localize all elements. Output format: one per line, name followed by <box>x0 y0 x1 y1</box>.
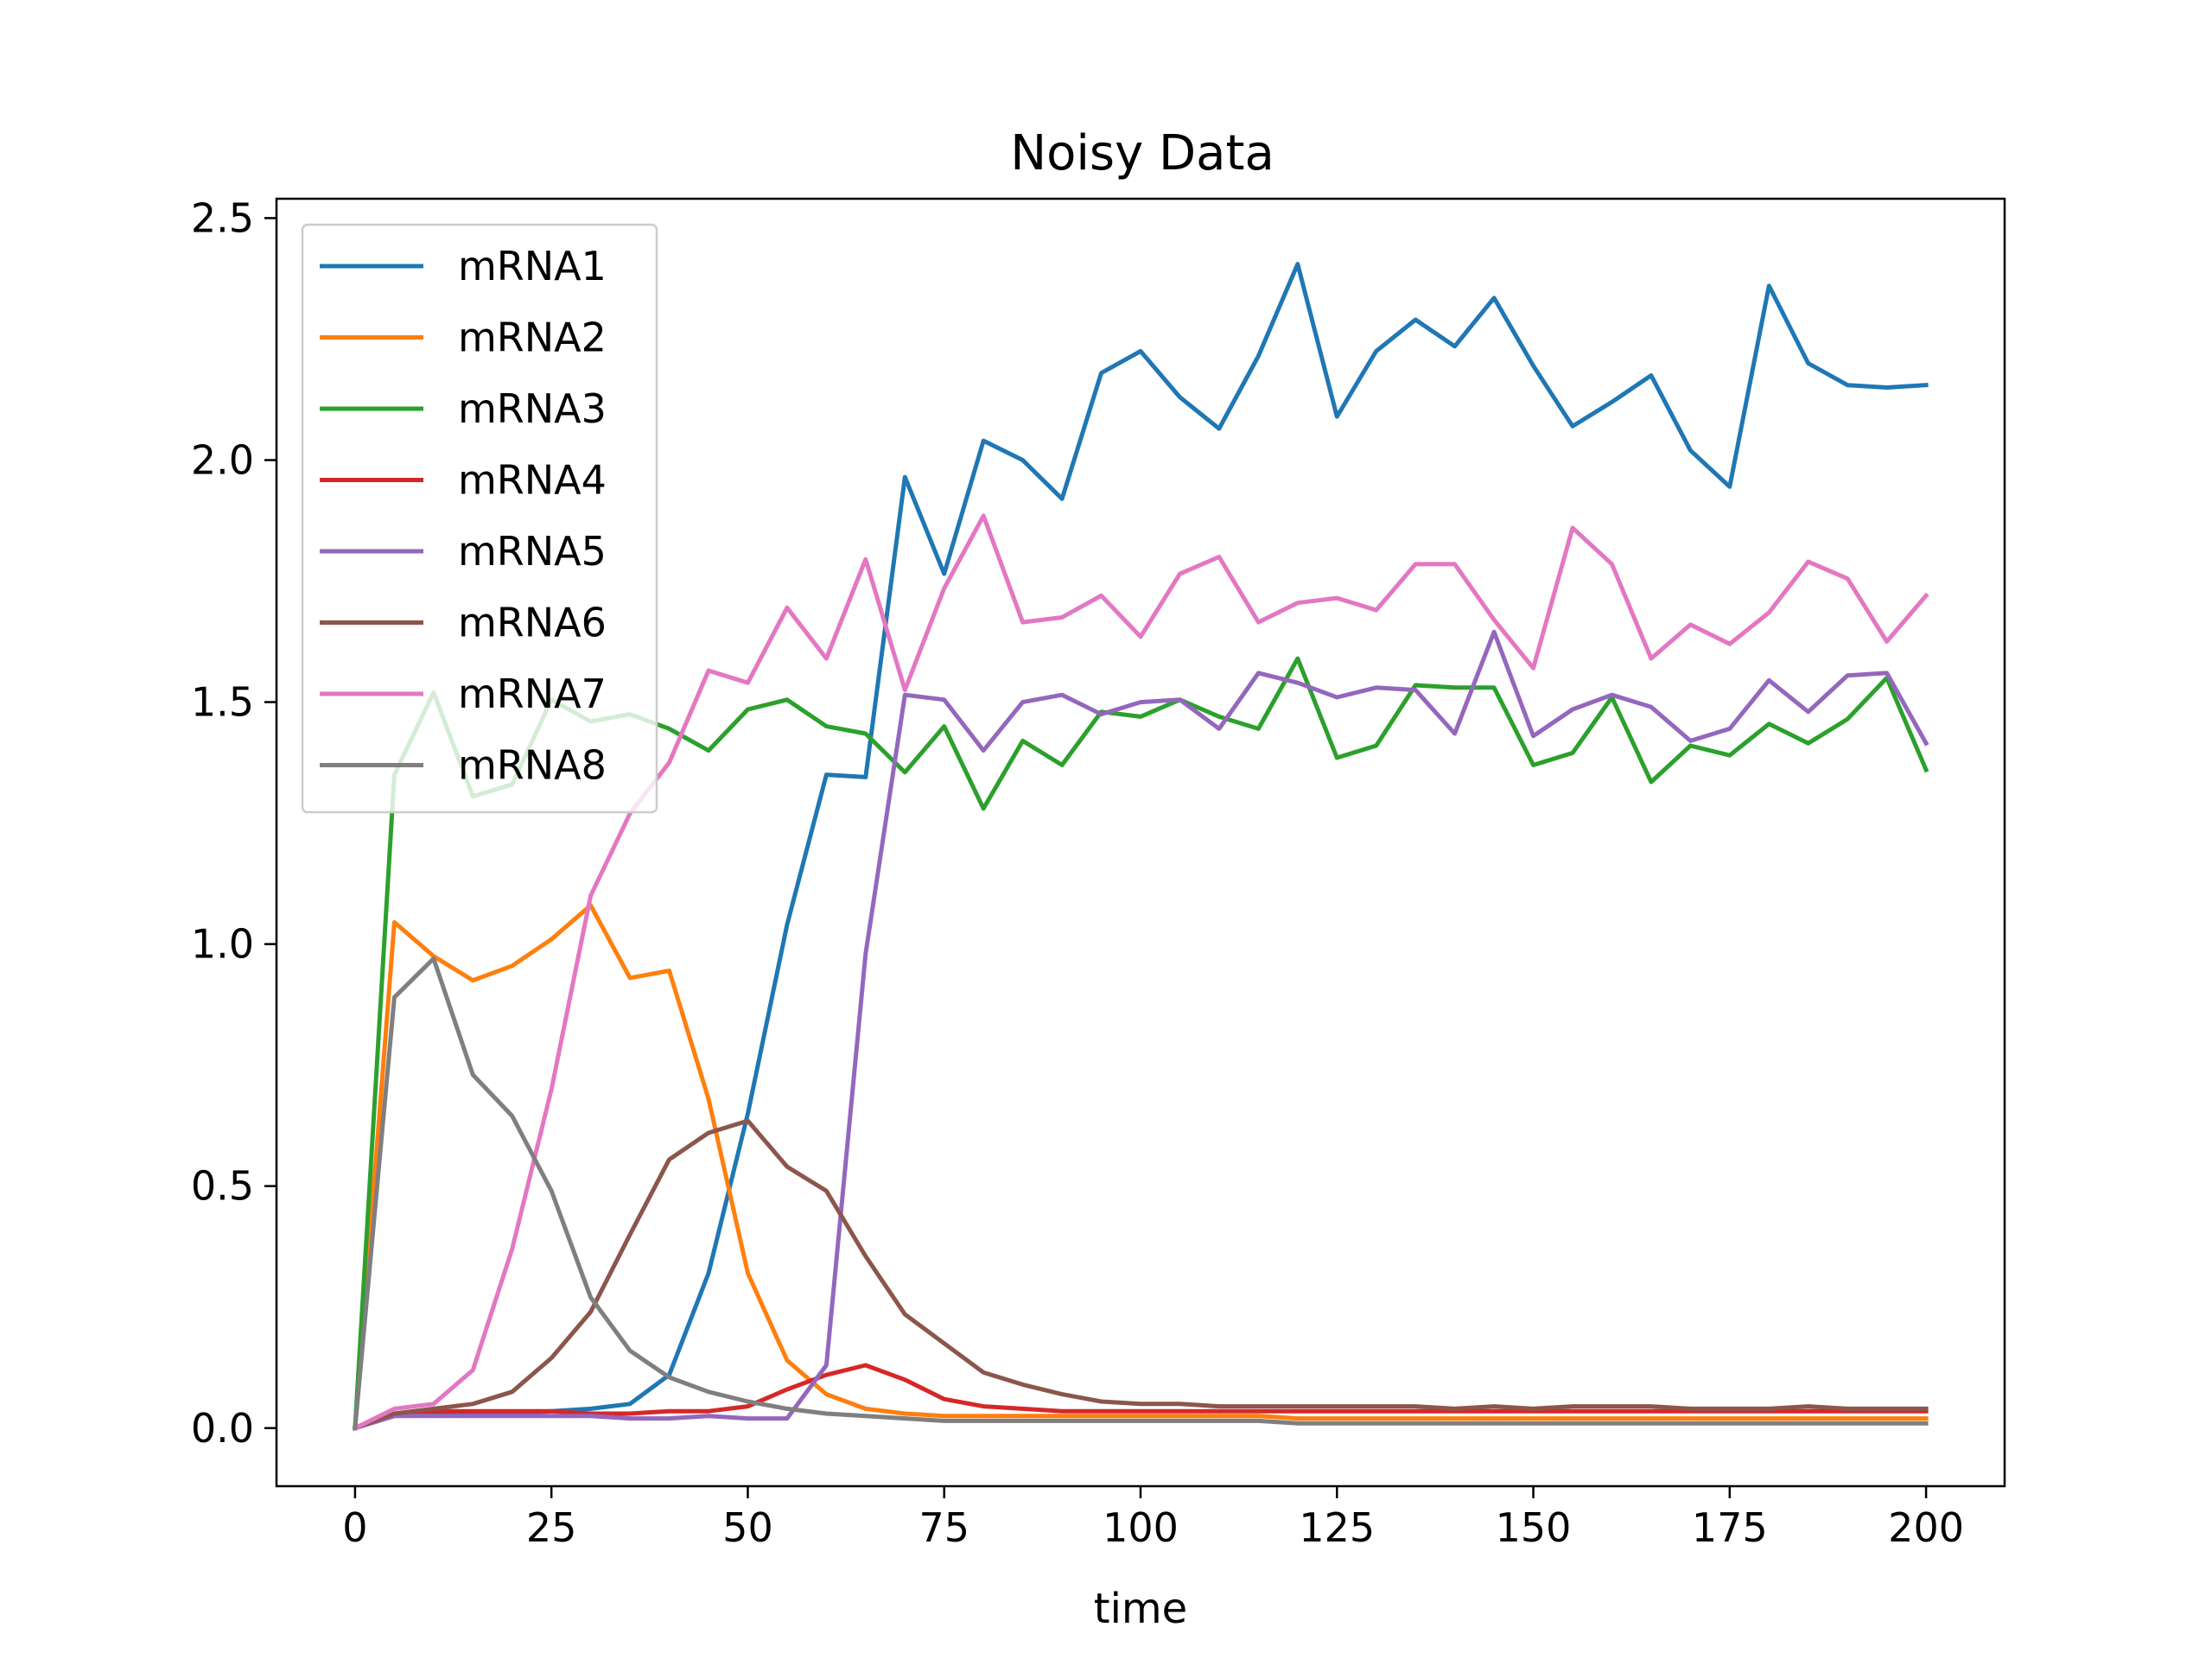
legend-box <box>301 223 658 814</box>
legend-label-mRNA5: mRNA5 <box>458 528 607 575</box>
legend-label-mRNA1: mRNA1 <box>458 243 607 289</box>
x-tick-label: 50 <box>722 1504 773 1551</box>
x-axis-label: time <box>1094 1585 1187 1633</box>
x-tick-label: 200 <box>1888 1504 1964 1551</box>
x-axis-ticks: 0 25 50 75 100 125 150 175 200 <box>342 1486 1964 1551</box>
x-tick-label: 125 <box>1299 1504 1375 1551</box>
legend-label-mRNA7: mRNA7 <box>458 671 607 717</box>
series-line-mRNA8 <box>353 956 1929 1431</box>
series-line-mRNA6 <box>352 1118 1929 1432</box>
y-axis-ticks: 0.0 0.5 1.0 1.5 2.0 2.5 <box>191 194 276 1452</box>
series-line-mRNA7 <box>352 513 1929 1432</box>
x-tick-label: 175 <box>1692 1504 1768 1551</box>
y-tick-label: 1.0 <box>191 921 254 968</box>
y-tick-label: 0.5 <box>191 1163 254 1210</box>
series-line-mRNA1 <box>352 262 1929 1432</box>
series-line-mRNA4 <box>352 1363 1929 1432</box>
legend: mRNA1 mRNA2 mRNA3 mRNA4 mRNA5 mRNA6 mRNA7 mRNA8 <box>301 223 658 814</box>
y-tick-label: 0.0 <box>191 1405 254 1452</box>
y-tick-label: 2.5 <box>191 194 254 241</box>
series-line-mRNA2 <box>353 903 1929 1431</box>
chart-title: Noisy Data <box>1010 125 1274 181</box>
x-tick-label: 150 <box>1496 1504 1572 1551</box>
y-tick-label: 2.0 <box>191 436 254 483</box>
x-tick-label: 100 <box>1103 1504 1179 1551</box>
legend-label-mRNA6: mRNA6 <box>458 600 607 646</box>
x-tick-label: 25 <box>526 1504 577 1551</box>
legend-label-mRNA8: mRNA8 <box>458 742 607 789</box>
legend-label-mRNA2: mRNA2 <box>458 315 607 361</box>
legend-label-mRNA4: mRNA4 <box>458 457 607 504</box>
series-line-mRNA5 <box>352 629 1929 1431</box>
legend-label-mRNA3: mRNA3 <box>458 385 607 432</box>
x-tick-label: 75 <box>918 1504 969 1551</box>
y-tick-label: 1.5 <box>191 679 254 726</box>
x-tick-label: 0 <box>342 1504 367 1551</box>
